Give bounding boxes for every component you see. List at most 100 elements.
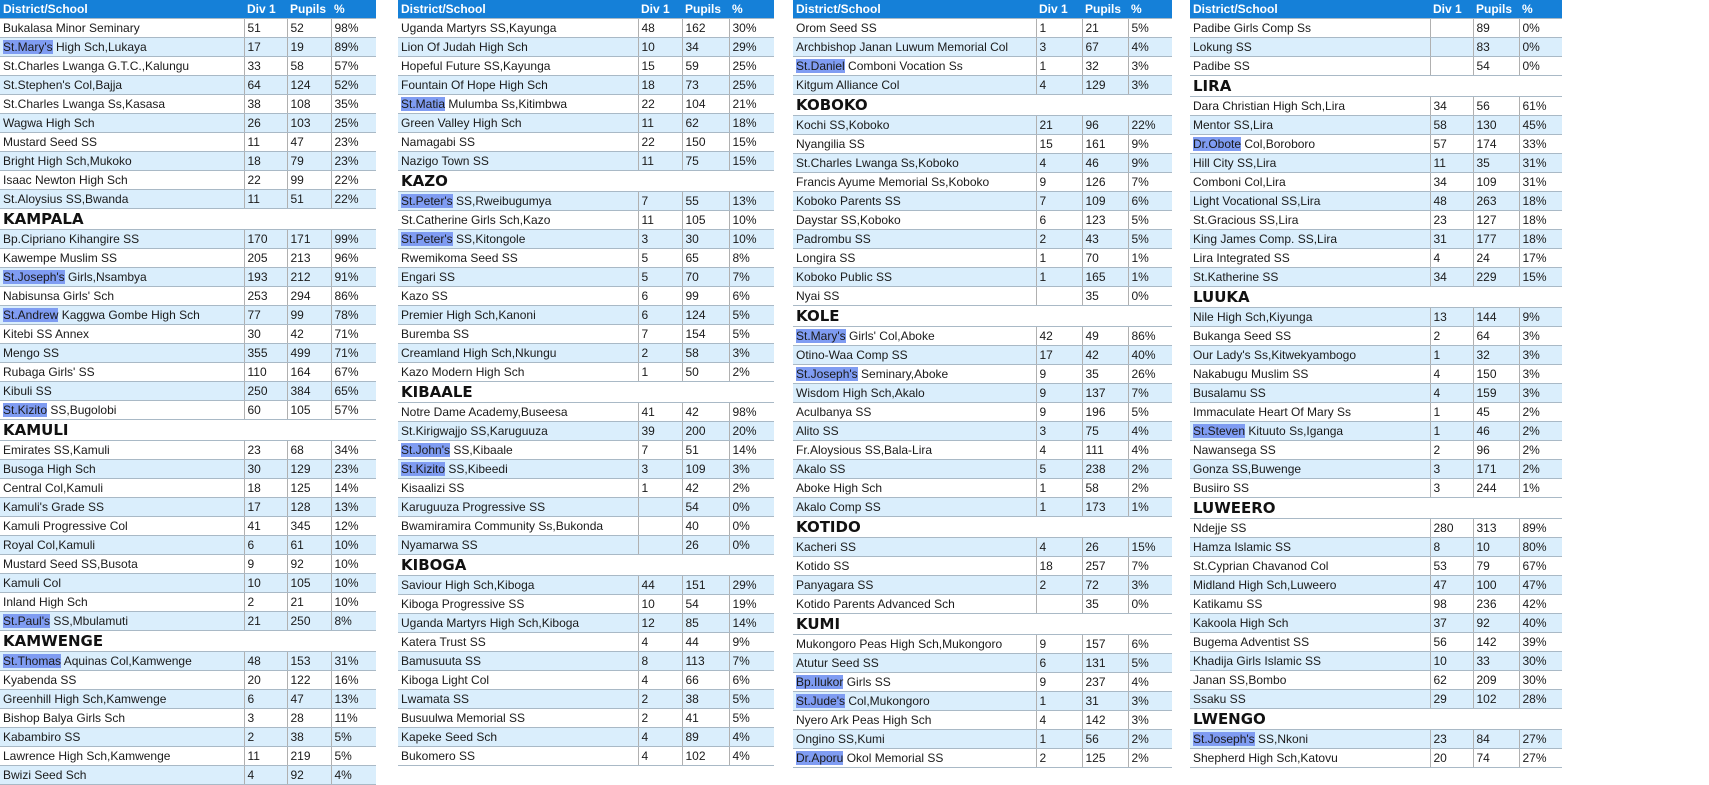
table-row: Rubaga Girls' SS 110 164 67%: [0, 362, 376, 382]
school-name-rest: Mulumba Ss,Kitimbwa: [448, 97, 568, 111]
table-row: Notre Dame Academy,Buseesa 41 42 98%: [398, 402, 774, 422]
results-table: District/School Div 1 Pupils % Bukalasa …: [0, 0, 376, 785]
school-cell: Kitgum Alliance Col: [793, 75, 1037, 95]
div1-cell: 4: [1036, 440, 1083, 460]
pupils-cell: 171: [1473, 459, 1520, 479]
div1-cell: 11: [244, 746, 288, 766]
div1-cell: 29: [1430, 689, 1474, 709]
school-cell: Kamuli Col: [0, 573, 245, 593]
pct-cell: 2%: [1519, 421, 1562, 441]
pupils-cell: 313: [1473, 518, 1520, 538]
pct-cell: 20%: [729, 421, 774, 441]
pct-cell: 29%: [729, 37, 774, 57]
table-row: Engari SS 5 70 7%: [398, 267, 774, 287]
pupils-cell: 219: [287, 746, 332, 766]
pct-cell: 4%: [729, 727, 774, 747]
pupils-cell: 103: [287, 113, 332, 133]
school-cell: St.Peter's SS,Rweibugumya: [398, 191, 639, 211]
header-pupils: Pupils: [1473, 0, 1519, 19]
pupils-cell: 38: [287, 727, 332, 747]
pupils-cell: 125: [287, 478, 332, 498]
div1-cell: 9: [1036, 672, 1083, 692]
pupils-cell: 30: [682, 229, 730, 249]
school-cell: Premier High Sch,Kanoni: [398, 305, 639, 325]
school-cell: St.Paul's SS,Mbulamuti: [0, 611, 245, 631]
div1-cell: 30: [244, 324, 288, 344]
table-row: Gonza SS,Buwenge 3 171 2%: [1190, 459, 1562, 479]
pct-cell: 2%: [1519, 459, 1562, 479]
pupils-cell: 79: [287, 151, 332, 171]
pupils-cell: 109: [1473, 172, 1520, 192]
school-name-rest: Girls,Nsambya: [68, 270, 147, 284]
pupils-cell: 26: [682, 535, 730, 555]
pct-cell: 96%: [331, 248, 376, 268]
div1-cell: 23: [1430, 729, 1474, 749]
pct-cell: 25%: [729, 75, 774, 95]
school-cell: Engari SS: [398, 267, 639, 287]
div1-cell: [1430, 56, 1474, 76]
pct-cell: 0%: [1128, 286, 1172, 306]
pct-cell: 89%: [331, 37, 376, 57]
table-row: Mengo SS 355 499 71%: [0, 343, 376, 363]
table-row: Bukomero SS 4 102 4%: [398, 746, 774, 766]
school-name-rest: Girls SS: [846, 675, 891, 689]
district-heading: KIBAALE: [398, 381, 774, 403]
div1-cell: 10: [1430, 651, 1474, 671]
header-school: District/School: [793, 0, 1036, 19]
pupils-cell: 108: [287, 94, 332, 114]
div1-cell: 34: [1430, 172, 1474, 192]
school-cell: Mengo SS: [0, 343, 245, 363]
table-row: Kitebi SS Annex 30 42 71%: [0, 324, 376, 344]
header-div1: Div 1: [1036, 0, 1082, 19]
district-heading-row: LUUKA: [1190, 286, 1562, 308]
div1-cell: 2: [1036, 575, 1083, 595]
district-heading: KOLE: [793, 305, 1172, 327]
table-row: Bwizi Seed Sch 4 92 4%: [0, 765, 376, 785]
div1-cell: 9: [1036, 364, 1083, 384]
school-cell: Hill City SS,Lira: [1190, 153, 1431, 173]
pupils-cell: 62: [682, 113, 730, 133]
school-name-rest: Col,Mukongoro: [848, 694, 930, 708]
header-div1: Div 1: [638, 0, 682, 19]
table-row: Kamuli Progressive Col 41 345 12%: [0, 516, 376, 536]
pupils-cell: 109: [682, 459, 730, 479]
school-cell: Kazo Modern High Sch: [398, 362, 639, 382]
div1-cell: 48: [244, 651, 288, 671]
pupils-cell: 44: [682, 632, 730, 652]
highlighted-text: St.John's: [401, 443, 450, 457]
div1-cell: 22: [638, 132, 683, 152]
div1-cell: 22: [244, 170, 288, 190]
pct-cell: 31%: [1519, 172, 1562, 192]
div1-cell: 34: [1430, 96, 1474, 116]
div1-cell: 7: [1036, 191, 1083, 211]
pct-cell: 9%: [729, 632, 774, 652]
pct-cell: 5%: [1128, 18, 1172, 38]
pupils-cell: 42: [682, 402, 730, 422]
school-cell: Nyero Ark Peas High Sch: [793, 710, 1037, 730]
div1-cell: 17: [1036, 345, 1083, 365]
pupils-cell: 105: [287, 573, 332, 593]
pupils-cell: 49: [1082, 326, 1129, 346]
district-heading: LIRA: [1190, 75, 1562, 97]
district-heading-row: KIBAALE: [398, 381, 774, 403]
table-column-4: District/School Div 1 Pupils % Padibe Gi…: [1190, 0, 1562, 768]
school-name-rest: Comboni Vocation Ss: [848, 59, 963, 73]
table-row: Otino-Waa Comp SS 17 42 40%: [793, 345, 1172, 365]
pupils-cell: 72: [1082, 575, 1129, 595]
pupils-cell: 32: [1082, 56, 1129, 76]
table-row: Hill City SS,Lira 11 35 31%: [1190, 153, 1562, 173]
pupils-cell: 42: [287, 324, 332, 344]
pct-cell: 4%: [331, 765, 376, 785]
school-cell: Buremba SS: [398, 324, 639, 344]
div1-cell: 2: [638, 708, 683, 728]
school-name-rest: SS,Rweibugumya: [456, 194, 552, 208]
pct-cell: 86%: [331, 286, 376, 306]
div1-cell: 2: [638, 689, 683, 709]
div1-cell: 3: [638, 459, 683, 479]
pupils-cell: 73: [682, 75, 730, 95]
table-row: Nawansega SS 2 96 2%: [1190, 440, 1562, 460]
pupils-cell: 58: [287, 56, 332, 76]
school-cell: Rubaga Girls' SS: [0, 362, 245, 382]
pupils-cell: 257: [1082, 556, 1129, 576]
div1-cell: 37: [1430, 613, 1474, 633]
